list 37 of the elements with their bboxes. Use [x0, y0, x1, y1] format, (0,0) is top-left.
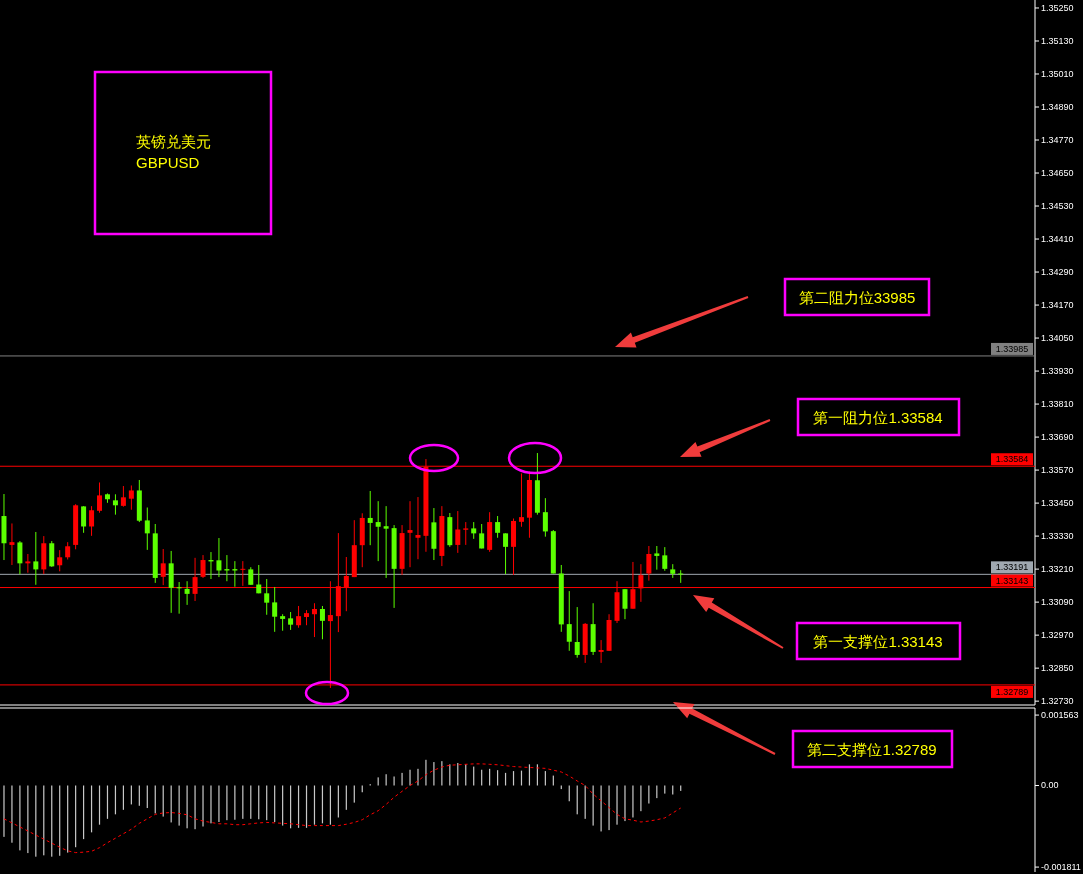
- y-tick-label: 1.35010: [1041, 68, 1074, 79]
- annotation: 第二支撑位1.32789: [807, 740, 937, 758]
- ref-line-label: 1.32789: [995, 686, 1029, 697]
- y-tick-label: 1.34050: [1041, 333, 1074, 344]
- y-tick-label: 1.32850: [1041, 663, 1074, 674]
- ref-line-label: 1.33143: [995, 575, 1029, 586]
- y-tick-label: 0.001563: [1041, 710, 1079, 721]
- y-tick-label: 1.33690: [1041, 432, 1074, 443]
- line-series: [3, 763, 682, 854]
- y-tick-label: 1.32730: [1041, 696, 1074, 707]
- y-tick-label: 1.34530: [1041, 201, 1074, 212]
- annotation: 第一支撑位1.33143: [813, 632, 943, 650]
- annotation: 英镑兑美元: [136, 132, 211, 150]
- y-tick-label: 1.33450: [1041, 498, 1074, 509]
- y-tick-label: 1.35250: [1041, 2, 1074, 13]
- y-tick-label: 1.34410: [1041, 234, 1074, 245]
- y-tick-label: 1.33090: [1041, 597, 1074, 608]
- annotation: GBPUSD: [136, 153, 200, 171]
- y-tick-label: 1.34890: [1041, 102, 1074, 112]
- y-tick-label: 1.34170: [1041, 300, 1074, 311]
- ref-line-label: 1.33191: [995, 562, 1029, 573]
- y-tick-label: 1.34290: [1041, 267, 1074, 278]
- y-tick-label: 1.33330: [1041, 531, 1074, 542]
- y-tick-label: 1.32970: [1041, 630, 1074, 641]
- y-tick-label: 1.33930: [1041, 366, 1074, 377]
- ref-line-label: 1.33584: [995, 454, 1029, 465]
- y-tick-label: -0.001811: [1041, 862, 1081, 873]
- ref-line-label: 1.33985: [995, 343, 1029, 354]
- y-tick-label: 0.00: [1041, 780, 1059, 791]
- y-tick-label: 1.33810: [1041, 399, 1074, 410]
- annotation: 第一阻力位1.33584: [813, 408, 943, 426]
- y-tick-label: 1.34770: [1041, 135, 1074, 146]
- y-tick-label: 1.33570: [1041, 465, 1074, 476]
- annotation: 第二阻力位33985: [798, 288, 916, 306]
- y-tick-label: 1.35130: [1041, 35, 1074, 46]
- y-tick-label: 1.33210: [1041, 564, 1074, 575]
- y-tick-label: 1.34650: [1041, 168, 1074, 179]
